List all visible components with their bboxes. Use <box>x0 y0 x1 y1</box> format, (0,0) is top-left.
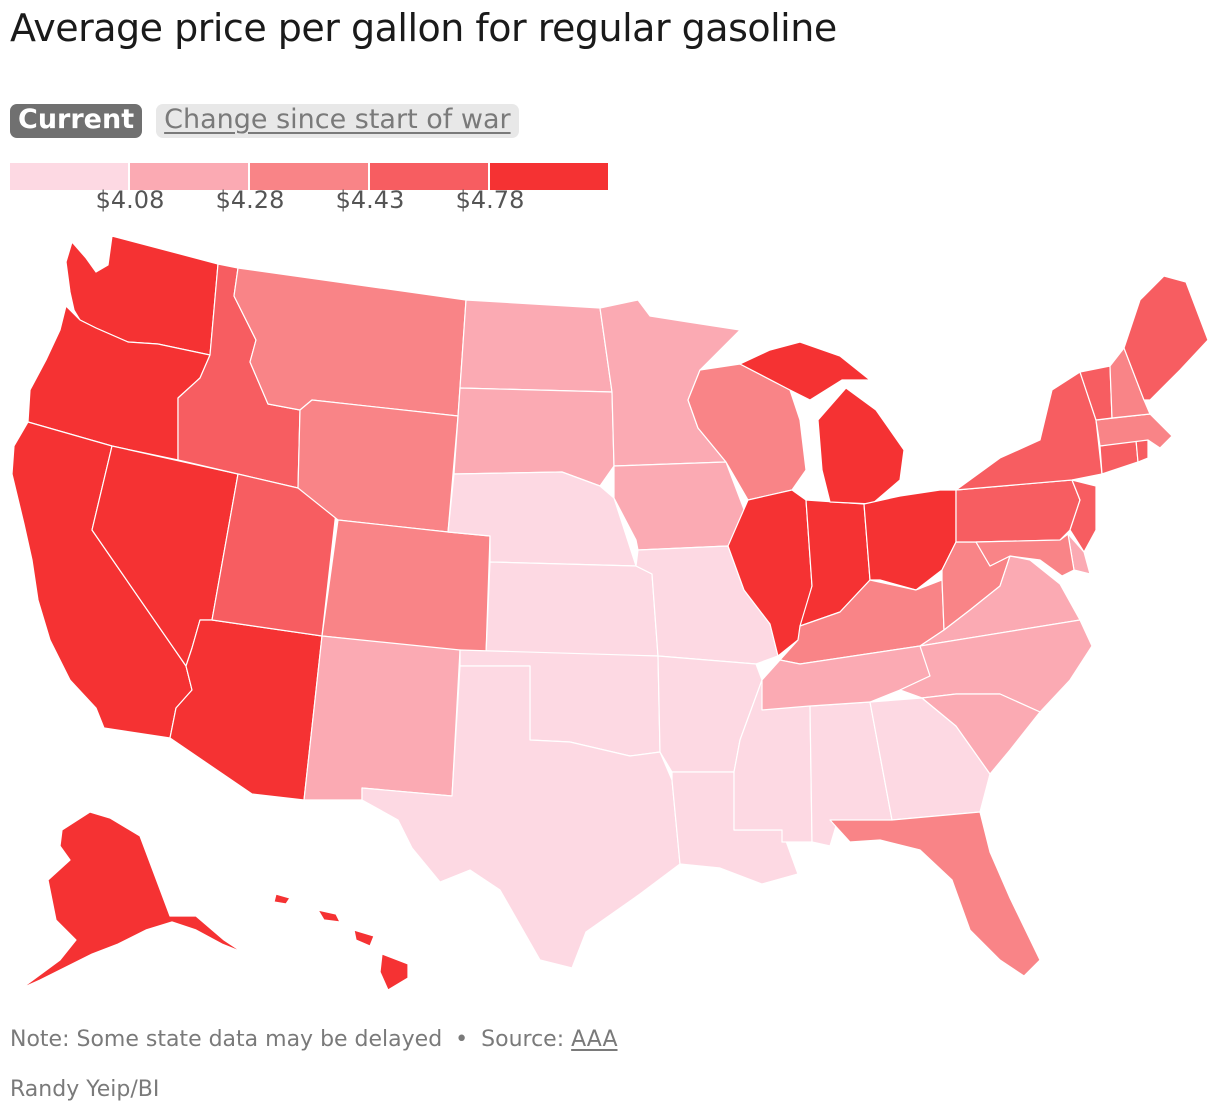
source-label: Source: <box>481 1027 565 1052</box>
legend-swatch <box>250 163 370 190</box>
us-state-map <box>11 235 1209 991</box>
state-michigan[interactable] <box>739 341 905 505</box>
state-new-hampshire[interactable] <box>1109 347 1151 419</box>
state-maine[interactable] <box>1123 275 1209 401</box>
state-montana[interactable] <box>233 267 467 417</box>
note-text: Note: Some state data may be delayed <box>10 1027 443 1052</box>
state-north-dakota[interactable] <box>459 299 613 393</box>
legend-label: $4.78 <box>455 186 525 214</box>
footnote: Note: Some state data may be delayed • S… <box>10 1027 618 1052</box>
state-florida[interactable] <box>829 811 1041 977</box>
state-iowa[interactable] <box>613 461 749 551</box>
state-texas[interactable] <box>361 665 681 969</box>
state-wisconsin[interactable] <box>687 363 807 501</box>
legend-swatch <box>370 163 490 190</box>
state-new-york[interactable] <box>955 371 1103 491</box>
state-rhode-island[interactable] <box>1135 439 1149 463</box>
state-utah[interactable] <box>211 473 339 637</box>
source-link[interactable]: AAA <box>571 1027 618 1052</box>
state-colorado[interactable] <box>321 519 491 655</box>
state-illinois[interactable] <box>727 489 813 657</box>
legend-label: $4.28 <box>215 186 285 214</box>
credit: Randy Yeip/BI <box>10 1077 160 1102</box>
view-toggle: Current Change since start of war <box>10 104 519 138</box>
state-south-carolina[interactable] <box>921 693 1041 775</box>
legend-swatch <box>130 163 250 190</box>
change-since-war-toggle[interactable]: Change since start of war <box>156 104 519 138</box>
separator: • <box>455 1027 469 1052</box>
legend-swatch <box>490 163 608 190</box>
legend-label: $4.08 <box>95 186 165 214</box>
state-pennsylvania[interactable] <box>955 479 1081 543</box>
legend-swatch <box>10 163 130 190</box>
state-alaska[interactable] <box>21 811 243 989</box>
current-toggle[interactable]: Current <box>10 104 143 138</box>
state-new-mexico[interactable] <box>303 635 461 801</box>
chart-title: Average price per gallon for regular gas… <box>10 6 837 50</box>
legend-labels: $4.08 $4.28 $4.43 $4.78 <box>10 186 608 216</box>
state-maryland[interactable] <box>975 533 1075 577</box>
legend-label: $4.43 <box>335 186 405 214</box>
state-south-dakota[interactable] <box>453 387 615 487</box>
state-arizona[interactable] <box>169 619 323 801</box>
color-legend <box>10 163 608 190</box>
state-hawaii[interactable] <box>273 893 409 991</box>
state-kansas[interactable] <box>485 561 659 657</box>
